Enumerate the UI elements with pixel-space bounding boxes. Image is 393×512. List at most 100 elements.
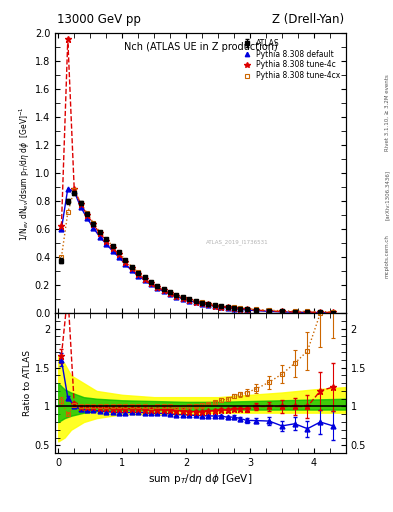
Y-axis label: Ratio to ATLAS: Ratio to ATLAS xyxy=(23,350,32,416)
X-axis label: sum p$_T$/d$\eta$ d$\phi$ [GeV]: sum p$_T$/d$\eta$ d$\phi$ [GeV] xyxy=(148,472,253,486)
Pythia 8.308 default xyxy=(331,310,335,316)
Pythia 8.308 tune-4cx xyxy=(193,298,198,304)
Pythia 8.308 tune-4c xyxy=(200,300,204,306)
Pythia 8.308 default xyxy=(91,225,96,231)
Pythia 8.308 tune-4c xyxy=(117,251,121,258)
Pythia 8.308 tune-4cx xyxy=(104,236,108,242)
Y-axis label: 1/N$_{ev}$ dN$_{ev}$/dsum p$_{T}$/d$\eta$ d$\phi$  [GeV]$^{-1}$: 1/N$_{ev}$ dN$_{ev}$/dsum p$_{T}$/d$\eta… xyxy=(18,106,32,241)
Pythia 8.308 default xyxy=(117,254,121,260)
Pythia 8.308 tune-4cx xyxy=(331,309,335,315)
Text: Z (Drell-Yan): Z (Drell-Yan) xyxy=(272,13,344,26)
Text: 13000 GeV pp: 13000 GeV pp xyxy=(57,13,141,26)
Pythia 8.308 tune-4cx xyxy=(174,292,179,298)
Pythia 8.308 tune-4c xyxy=(193,299,198,305)
Pythia 8.308 default xyxy=(305,309,310,315)
Pythia 8.308 tune-4c xyxy=(331,309,335,315)
Pythia 8.308 tune-4cx xyxy=(136,269,140,275)
Pythia 8.308 tune-4cx xyxy=(279,308,284,314)
Pythia 8.308 tune-4c xyxy=(305,309,310,315)
Pythia 8.308 default xyxy=(206,302,211,308)
Pythia 8.308 default xyxy=(66,185,70,191)
Pythia 8.308 tune-4cx xyxy=(123,257,128,263)
Pythia 8.308 tune-4c xyxy=(97,230,102,237)
Pythia 8.308 tune-4cx xyxy=(117,249,121,255)
Pythia 8.308 tune-4c xyxy=(78,201,83,207)
Pythia 8.308 tune-4c xyxy=(318,309,323,315)
Pythia 8.308 tune-4c xyxy=(104,238,108,244)
Pythia 8.308 default xyxy=(292,309,297,315)
Line: Pythia 8.308 tune-4cx: Pythia 8.308 tune-4cx xyxy=(59,187,336,314)
Pythia 8.308 tune-4c xyxy=(225,304,230,310)
Pythia 8.308 default xyxy=(168,291,173,297)
Pythia 8.308 tune-4c xyxy=(292,309,297,315)
Legend: ATLAS, Pythia 8.308 default, Pythia 8.308 tune-4c, Pythia 8.308 tune-4cx: ATLAS, Pythia 8.308 default, Pythia 8.30… xyxy=(239,37,342,82)
Text: Rivet 3.1.10, ≥ 3.2M events: Rivet 3.1.10, ≥ 3.2M events xyxy=(385,74,389,151)
Pythia 8.308 tune-4cx xyxy=(168,289,173,295)
Pythia 8.308 tune-4c xyxy=(155,284,160,290)
Pythia 8.308 tune-4cx xyxy=(142,274,147,281)
Pythia 8.308 default xyxy=(110,248,115,254)
Pythia 8.308 tune-4c xyxy=(206,302,211,308)
Pythia 8.308 tune-4cx xyxy=(244,306,249,312)
Pythia 8.308 default xyxy=(254,308,259,314)
Pythia 8.308 tune-4c xyxy=(136,271,140,277)
Pythia 8.308 tune-4c xyxy=(219,304,224,310)
Pythia 8.308 tune-4cx xyxy=(219,303,224,309)
Pythia 8.308 default xyxy=(213,303,217,309)
Pythia 8.308 default xyxy=(129,267,134,273)
Pythia 8.308 tune-4c xyxy=(123,259,128,265)
Pythia 8.308 tune-4cx xyxy=(149,279,153,285)
Pythia 8.308 tune-4cx xyxy=(155,283,160,289)
Pythia 8.308 default xyxy=(136,272,140,279)
Pythia 8.308 tune-4c xyxy=(129,265,134,271)
Pythia 8.308 tune-4c xyxy=(84,211,89,218)
Text: mcplots.cern.ch: mcplots.cern.ch xyxy=(385,234,389,278)
Pythia 8.308 tune-4cx xyxy=(59,254,64,260)
Text: [arXiv:1306.3436]: [arXiv:1306.3436] xyxy=(385,169,389,220)
Pythia 8.308 default xyxy=(161,288,166,294)
Pythia 8.308 default xyxy=(84,215,89,221)
Pythia 8.308 default xyxy=(279,309,284,315)
Pythia 8.308 tune-4cx xyxy=(213,302,217,308)
Text: Nch (ATLAS UE in Z production): Nch (ATLAS UE in Z production) xyxy=(123,41,277,52)
Pythia 8.308 tune-4c xyxy=(180,295,185,301)
Pythia 8.308 tune-4c xyxy=(238,306,243,312)
Pythia 8.308 tune-4c xyxy=(142,276,147,282)
Pythia 8.308 tune-4cx xyxy=(84,210,89,216)
Pythia 8.308 tune-4cx xyxy=(66,209,70,216)
Pythia 8.308 default xyxy=(238,306,243,312)
Pythia 8.308 default xyxy=(149,282,153,288)
Pythia 8.308 tune-4cx xyxy=(129,264,134,270)
Pythia 8.308 default xyxy=(104,241,108,247)
Pythia 8.308 tune-4cx xyxy=(78,200,83,206)
Pythia 8.308 default xyxy=(174,293,179,300)
Pythia 8.308 tune-4c xyxy=(149,280,153,286)
Pythia 8.308 tune-4c xyxy=(213,303,217,309)
Pythia 8.308 tune-4cx xyxy=(206,301,211,307)
Pythia 8.308 tune-4c xyxy=(254,307,259,313)
Line: Pythia 8.308 default: Pythia 8.308 default xyxy=(59,186,336,315)
Pythia 8.308 tune-4cx xyxy=(231,304,236,310)
Pythia 8.308 tune-4c xyxy=(174,293,179,299)
Pythia 8.308 tune-4c xyxy=(244,306,249,312)
Pythia 8.308 tune-4c xyxy=(66,36,70,42)
Pythia 8.308 default xyxy=(231,306,236,312)
Pythia 8.308 tune-4cx xyxy=(292,308,297,314)
Pythia 8.308 tune-4c xyxy=(187,297,192,303)
Pythia 8.308 tune-4c xyxy=(72,185,77,191)
Text: ATLAS_2019_I1736531: ATLAS_2019_I1736531 xyxy=(206,239,269,245)
Pythia 8.308 tune-4cx xyxy=(238,305,243,311)
Pythia 8.308 default xyxy=(244,307,249,313)
Pythia 8.308 default xyxy=(59,226,64,232)
Pythia 8.308 default xyxy=(72,188,77,195)
Pythia 8.308 default xyxy=(97,234,102,240)
Pythia 8.308 tune-4cx xyxy=(110,243,115,249)
Pythia 8.308 default xyxy=(193,300,198,306)
Pythia 8.308 tune-4c xyxy=(279,308,284,314)
Pythia 8.308 tune-4c xyxy=(168,290,173,296)
Pythia 8.308 tune-4cx xyxy=(187,296,192,302)
Pythia 8.308 default xyxy=(155,285,160,291)
Pythia 8.308 tune-4cx xyxy=(72,187,77,193)
Pythia 8.308 tune-4c xyxy=(91,221,96,227)
Pythia 8.308 default xyxy=(318,310,323,316)
